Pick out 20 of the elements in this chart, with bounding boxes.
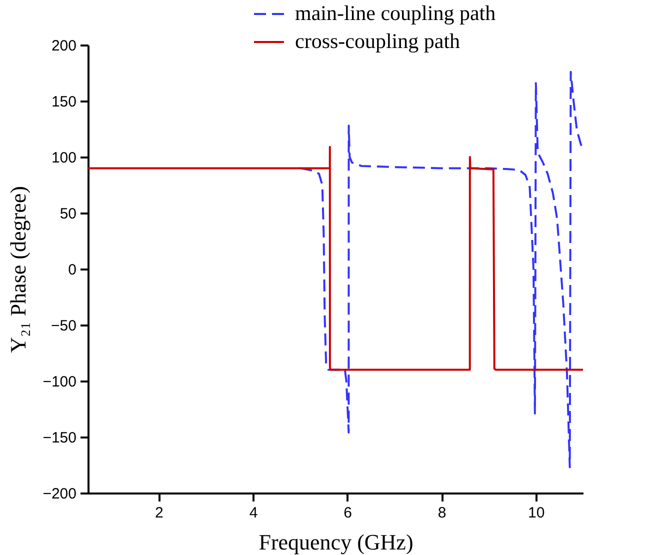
- x-axis-title: Frequency (GHz): [258, 530, 414, 554]
- y-tick-label: 150: [51, 94, 76, 110]
- y-tick-label: 50: [60, 206, 76, 222]
- x-tick-label: 10: [528, 504, 545, 522]
- x-tick-label: 2: [155, 504, 164, 522]
- y-tick-label: 200: [51, 38, 76, 54]
- y-tick-label: −150: [42, 430, 76, 446]
- x-tick-label: 8: [438, 504, 446, 522]
- y-tick-label: 100: [51, 150, 76, 166]
- x-tick-label: 6: [344, 504, 352, 522]
- y-axis-title: Y₂₁ Phase (degree): [6, 186, 31, 353]
- line-series: [87, 146, 584, 371]
- y-tick-label: 0: [68, 262, 76, 278]
- x-tick-label: 4: [249, 504, 258, 522]
- legend-label: cross-coupling path: [295, 29, 461, 53]
- legend-label: main-line coupling path: [295, 1, 496, 25]
- y-tick-label: −200: [42, 486, 76, 502]
- y-tick-label: −100: [42, 374, 76, 390]
- line-series: [299, 70, 584, 468]
- y-tick-label: −50: [51, 318, 76, 334]
